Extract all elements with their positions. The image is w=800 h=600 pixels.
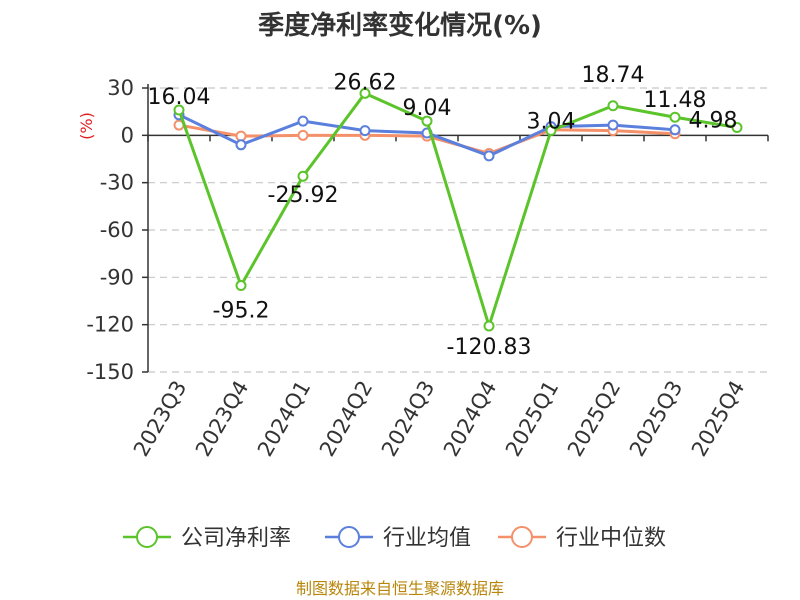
data-point[interactable]	[607, 119, 619, 131]
y-tick-label: -150	[86, 360, 134, 384]
legend-item-1[interactable]: 行业均值	[325, 526, 471, 551]
data-point[interactable]	[297, 170, 309, 182]
data-point[interactable]	[173, 104, 185, 116]
legend-label: 公司净利率	[181, 526, 291, 551]
data-point[interactable]	[359, 87, 371, 99]
data-label: 4.98	[689, 108, 738, 133]
x-tick-label: 2024Q3	[377, 377, 439, 461]
data-label: -120.83	[447, 335, 532, 360]
series-line	[177, 91, 738, 328]
data-label: 18.74	[582, 63, 645, 88]
data-point[interactable]	[235, 280, 247, 292]
legend[interactable]: 公司净利率 行业均值 行业中位数	[123, 526, 666, 551]
data-point[interactable]	[607, 100, 619, 112]
data-point[interactable]	[235, 130, 247, 142]
data-point[interactable]	[297, 129, 309, 141]
x-tick-label: 2025Q3	[625, 377, 687, 461]
y-tick-label: -60	[100, 218, 134, 242]
data-point[interactable]	[545, 125, 557, 137]
data-point[interactable]	[669, 111, 681, 123]
data-labels: 16.04 -95.2 -25.92 26.629.04 -120.83 3.0418.7…	[148, 63, 738, 360]
data-label: -95.2	[213, 299, 270, 324]
series-layer	[173, 87, 743, 332]
data-point[interactable]	[483, 150, 495, 162]
data-point[interactable]	[297, 115, 309, 127]
legend-item-2[interactable]: 行业中位数	[498, 526, 666, 551]
y-ticks: 30 0 -30 -60 -90 -120 -150	[86, 76, 134, 384]
data-point[interactable]	[421, 115, 433, 127]
y-tick-label: -30	[100, 171, 134, 195]
legend-swatch-marker	[136, 526, 158, 548]
data-point[interactable]	[359, 125, 371, 137]
y-axis-unit: (%)	[77, 112, 96, 140]
grid	[148, 87, 768, 373]
data-label: -25.92	[268, 183, 339, 208]
chart-title: 季度净利率变化情况(%)	[258, 10, 542, 41]
y-tick-label: -90	[100, 265, 134, 289]
legend-item-0[interactable]: 公司净利率	[123, 526, 291, 551]
data-point[interactable]	[669, 124, 681, 136]
data-label: 3.04	[527, 110, 576, 135]
y-tick-label: 0	[121, 123, 134, 147]
data-label: 26.62	[334, 70, 397, 95]
x-tick-label: 2024Q4	[439, 377, 501, 461]
legend-label: 行业均值	[383, 526, 471, 551]
legend-swatch-marker	[511, 526, 533, 548]
data-point[interactable]	[731, 121, 743, 133]
x-tick-label: 2023Q3	[129, 377, 191, 461]
data-label: 16.04	[148, 85, 211, 110]
y-tick-label: 30	[107, 76, 134, 100]
y-tick-label: -120	[86, 313, 134, 337]
footer-source: 制图数据来自恒生聚源数据库	[296, 579, 504, 598]
x-tick-label: 2025Q1	[501, 377, 563, 461]
x-tick-label: 2024Q2	[315, 377, 377, 461]
data-point[interactable]	[235, 139, 247, 151]
legend-swatch-marker	[338, 526, 360, 548]
series-0	[173, 87, 743, 332]
x-tick-label: 2023Q4	[191, 377, 253, 461]
x-tick-label: 2025Q4	[687, 377, 749, 461]
legend-label: 行业中位数	[556, 526, 666, 551]
x-ticks: 2023Q3 2023Q4 2024Q1 2024Q2 2024Q3 2024Q4 2025…	[129, 377, 749, 461]
data-label: 9.04	[403, 96, 452, 121]
x-tick-label: 2024Q1	[253, 377, 315, 461]
x-tick-label: 2025Q2	[563, 377, 625, 461]
data-label: 11.48	[644, 88, 707, 113]
data-point[interactable]	[483, 320, 495, 332]
